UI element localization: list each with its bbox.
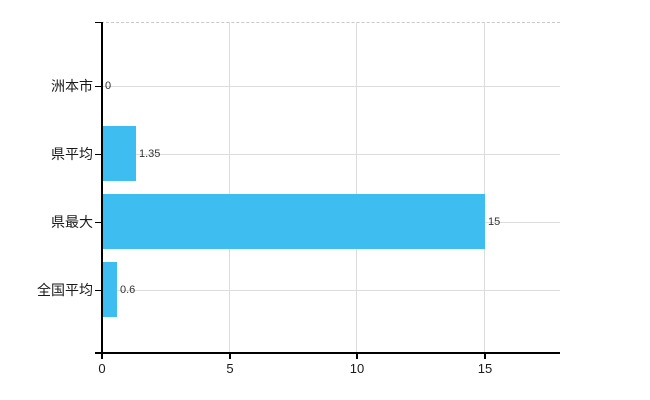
x-tick-mark: [101, 354, 103, 359]
bar-value-label: 0: [105, 80, 112, 92]
y-tick-mark: [95, 154, 101, 155]
horizontal-gridline: [101, 154, 560, 155]
bar: [102, 126, 136, 181]
x-tick-label: 15: [477, 361, 493, 376]
x-tick-label: 10: [349, 361, 365, 376]
category-label: 洲本市: [51, 78, 93, 94]
category-label: 県平均: [51, 146, 93, 162]
x-tick-label: 0: [98, 361, 106, 376]
y-tick-mark: [95, 86, 101, 87]
y-tick-mark: [95, 290, 101, 291]
vertical-gridline: [484, 22, 485, 352]
y-axis-top-tick: [95, 22, 101, 23]
bar: [102, 194, 485, 249]
y-axis-line: [101, 22, 103, 352]
vertical-gridline: [356, 22, 357, 352]
bar-value-label: 0.6: [120, 284, 136, 296]
horizontal-gridline: [101, 86, 560, 87]
horizontal-gridline: [101, 290, 560, 291]
x-tick-mark: [356, 354, 358, 359]
x-axis-line: [95, 352, 560, 354]
y-tick-mark: [95, 222, 101, 223]
x-tick-mark: [229, 354, 231, 359]
x-tick-mark: [484, 354, 486, 359]
vertical-gridline: [229, 22, 230, 352]
x-tick-label: 5: [226, 361, 234, 376]
category-label: 全国平均: [37, 282, 93, 298]
bar-value-label: 15: [488, 216, 501, 228]
category-label: 県最大: [51, 214, 93, 230]
bar-value-label: 1.35: [139, 148, 161, 160]
bar: [102, 262, 117, 317]
plot-top-border: [101, 22, 560, 23]
